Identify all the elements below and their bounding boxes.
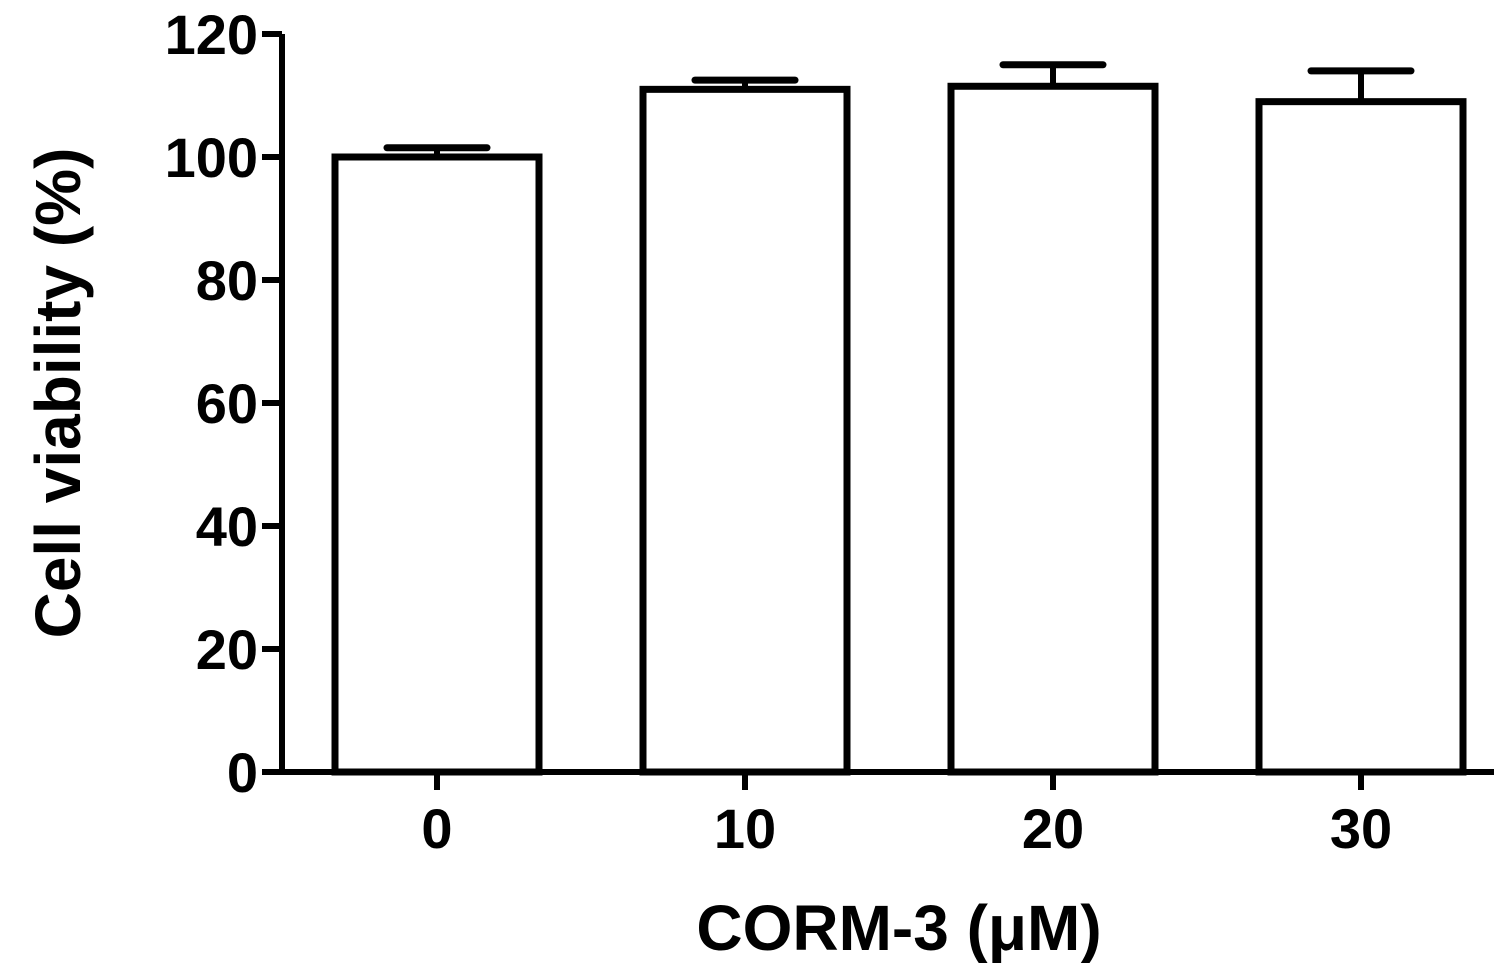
x-tick-label: 0 [421, 797, 452, 860]
x-tick-label: 30 [1330, 797, 1392, 860]
y-tick-label: 40 [196, 495, 258, 558]
x-tick-label: 20 [1022, 797, 1084, 860]
x-axis-title: CORM-3 (μM) [696, 892, 1101, 963]
y-axis-title: Cell viability (%) [22, 148, 94, 639]
y-tick-label: 80 [196, 249, 258, 312]
bar-30 [1255, 98, 1467, 776]
error-bars [383, 61, 1415, 157]
y-tick-label: 20 [196, 618, 258, 681]
y-tick-label: 0 [227, 741, 258, 804]
bar-0 [331, 153, 543, 776]
x-axis-ticks: 0 10 20 30 [421, 772, 1392, 860]
y-tick-label: 60 [196, 372, 258, 435]
y-axis-ticks: 0 20 40 60 80 100 120 [165, 3, 282, 804]
y-tick-label: 100 [165, 126, 258, 189]
bar-10 [639, 85, 851, 776]
y-tick-label: 120 [165, 3, 258, 66]
bars [331, 82, 1467, 776]
x-tick-label: 10 [714, 797, 776, 860]
bar-20 [947, 82, 1159, 776]
